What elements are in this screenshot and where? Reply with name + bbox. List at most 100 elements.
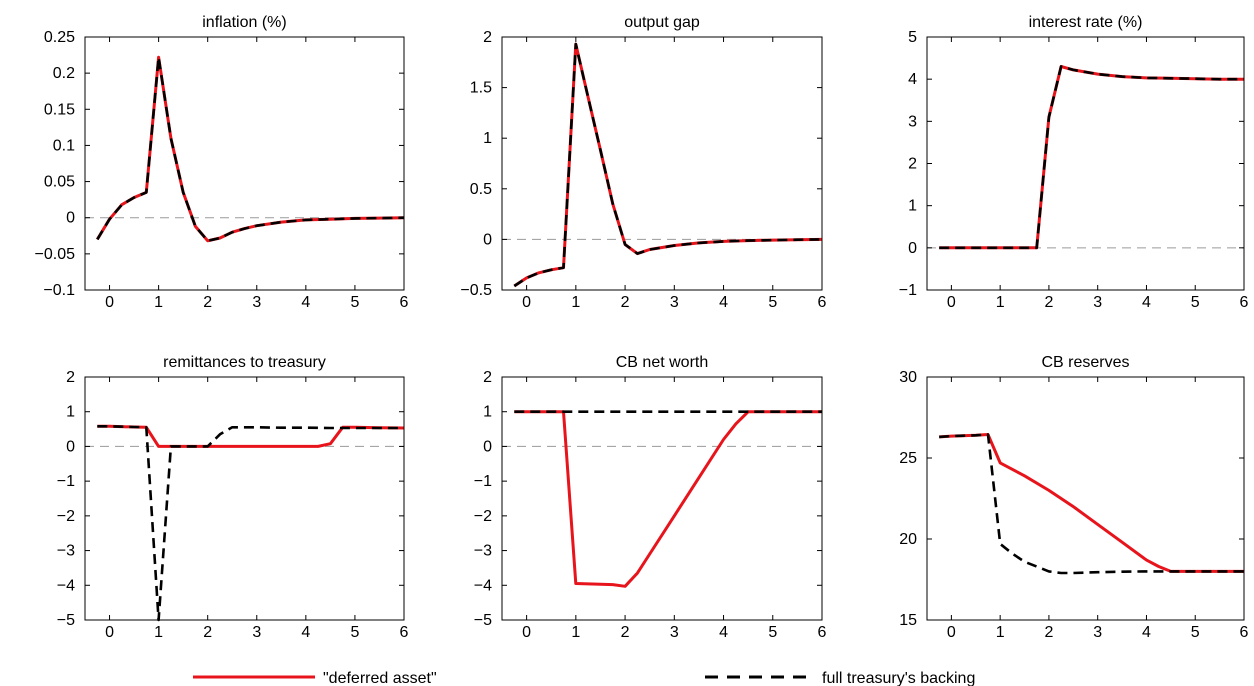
y-tick-label: −0.05 xyxy=(35,246,76,263)
y-tick-label: 25 xyxy=(899,450,917,467)
series-line-deferred-asset xyxy=(514,410,822,588)
y-tick-label: 0.5 xyxy=(470,181,492,198)
y-tick-label: −2 xyxy=(57,508,75,525)
x-tick-label: 2 xyxy=(203,294,212,311)
y-tick-label: −2 xyxy=(474,508,492,525)
panel-3: 0 1 2 3 4 5 6 −1 0 1 2 3 4 5 interest rate (%) xyxy=(899,14,1249,311)
y-tick-label: −4 xyxy=(474,577,492,594)
plot-frame xyxy=(84,376,405,621)
plot-area xyxy=(502,37,822,290)
y-tick-label: 2 xyxy=(908,156,917,173)
x-tick-label: 0 xyxy=(105,624,114,641)
y-tick-label: 15 xyxy=(899,612,917,629)
plot-area xyxy=(85,37,404,290)
y-tick-label: 2 xyxy=(66,369,75,386)
panel-title: remittances to treasury xyxy=(163,354,326,371)
y-tick-label: 20 xyxy=(899,531,917,548)
plot-frame xyxy=(501,36,823,291)
x-tick-label: 1 xyxy=(996,294,1005,311)
y-tick-label: −1 xyxy=(899,282,917,299)
y-tick-label: 1 xyxy=(483,404,492,421)
y-tick-label: 0.05 xyxy=(44,174,75,191)
y-tick-label: 1.5 xyxy=(470,80,492,97)
panel-title: output gap xyxy=(624,14,700,31)
series-line-full-treasury-backing xyxy=(97,424,404,622)
x-tick-label: 5 xyxy=(350,624,359,641)
y-tick-label: 1 xyxy=(66,404,75,421)
series-line-deferred-asset xyxy=(939,433,1244,573)
x-tick-label: 2 xyxy=(203,624,212,641)
x-tick-label: 5 xyxy=(1191,624,1200,641)
x-tick-label: 1 xyxy=(154,624,163,641)
plot-area xyxy=(927,377,1244,620)
x-tick-label: 4 xyxy=(719,294,728,311)
plot-frame xyxy=(501,376,823,621)
x-tick-label: 6 xyxy=(1240,624,1249,641)
x-tick-label: 4 xyxy=(301,624,310,641)
y-tick-label: 0 xyxy=(66,210,75,227)
x-tick-label: 6 xyxy=(1240,294,1249,311)
x-tick-label: 4 xyxy=(719,624,728,641)
y-tick-label: 0.2 xyxy=(53,65,75,82)
legend: "deferred asset" full treasury's backing xyxy=(193,670,975,686)
y-tick-label: −3 xyxy=(474,543,492,560)
y-tick-label: 0 xyxy=(483,231,492,248)
x-tick-label: 0 xyxy=(947,624,956,641)
panel-1: 0 1 2 3 4 5 6 −0.1 −0.05 0 0.05 0.1 0.15 0.2 0.25 infla… xyxy=(35,14,409,311)
panel-title: CB reserves xyxy=(1041,354,1129,371)
y-tick-label: 0.25 xyxy=(44,29,75,46)
y-tick-label: 0 xyxy=(66,438,75,455)
x-tick-label: 4 xyxy=(301,294,310,311)
y-tick-label: 5 xyxy=(908,29,917,46)
plot-frame xyxy=(926,376,1245,621)
x-tick-label: 2 xyxy=(1044,624,1053,641)
y-tick-label: 0.15 xyxy=(44,101,75,118)
y-tick-label: −0.5 xyxy=(460,282,492,299)
x-tick-label: 5 xyxy=(768,624,777,641)
y-tick-label: −5 xyxy=(474,612,492,629)
panel-title: interest rate (%) xyxy=(1029,14,1143,31)
x-tick-label: 0 xyxy=(105,294,114,311)
x-tick-label: 3 xyxy=(1093,624,1102,641)
x-tick-label: 2 xyxy=(621,624,630,641)
y-tick-label: 2 xyxy=(483,29,492,46)
series-line-full-treasury-backing xyxy=(513,42,823,288)
x-tick-label: 6 xyxy=(818,294,827,311)
x-tick-label: 6 xyxy=(400,624,409,641)
x-tick-label: 6 xyxy=(400,294,409,311)
y-tick-label: 0 xyxy=(483,438,492,455)
plot-area xyxy=(85,377,404,620)
plot-area xyxy=(927,37,1244,290)
x-tick-label: 1 xyxy=(154,294,163,311)
x-tick-label: 1 xyxy=(571,624,580,641)
y-tick-label: −1 xyxy=(57,473,75,490)
y-tick-label: 0 xyxy=(908,240,917,257)
plot-frame xyxy=(84,36,405,291)
y-tick-label: 0.1 xyxy=(53,137,75,154)
x-tick-label: 0 xyxy=(522,624,531,641)
x-tick-label: 0 xyxy=(522,294,531,311)
plot-area xyxy=(502,377,822,620)
y-tick-label: 2 xyxy=(483,369,492,386)
x-tick-label: 5 xyxy=(1191,294,1200,311)
legend-red-label: "deferred asset" xyxy=(323,670,437,686)
panel-6: 0 1 2 3 4 5 6 15 20 25 30 CB reserves xyxy=(899,354,1248,641)
y-tick-label: −3 xyxy=(57,543,75,560)
y-tick-label: −0.1 xyxy=(43,282,75,299)
x-tick-label: 4 xyxy=(1142,624,1151,641)
x-tick-label: 3 xyxy=(252,294,261,311)
x-tick-label: 3 xyxy=(1093,294,1102,311)
x-tick-label: 4 xyxy=(1142,294,1151,311)
x-tick-label: 2 xyxy=(621,294,630,311)
y-tick-label: −5 xyxy=(57,612,75,629)
panel-5: 0 1 2 3 4 5 6 −5 −4 −3 −2 −1 0 1 2 CB net worth xyxy=(474,354,827,641)
series-line-full-treasury-backing xyxy=(939,65,1244,250)
y-tick-label: −4 xyxy=(57,577,75,594)
x-tick-label: 2 xyxy=(1044,294,1053,311)
x-tick-label: 3 xyxy=(252,624,261,641)
x-tick-label: 1 xyxy=(996,624,1005,641)
x-tick-label: 3 xyxy=(670,294,679,311)
x-tick-label: 5 xyxy=(350,294,359,311)
x-tick-label: 3 xyxy=(670,624,679,641)
